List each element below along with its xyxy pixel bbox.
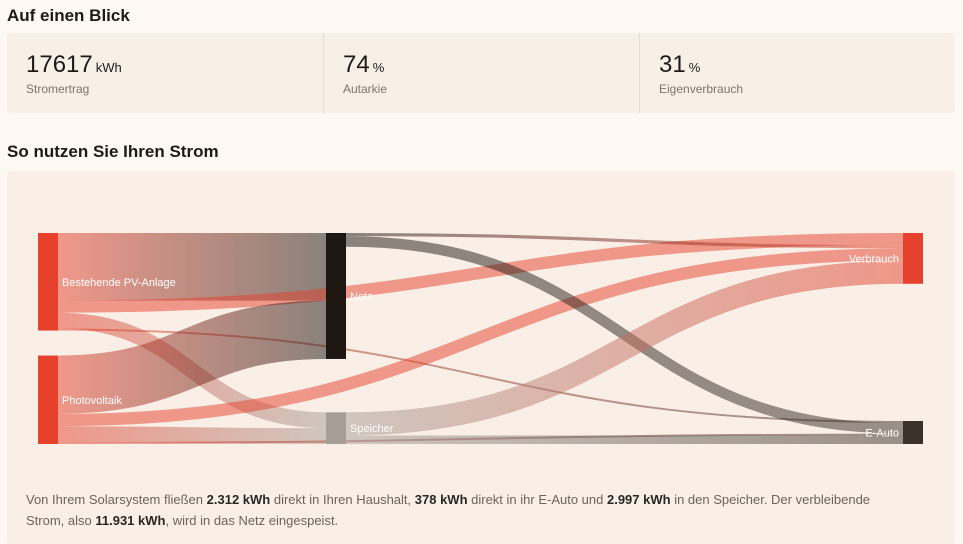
kpi-card: 17617 kWh Stromertrag 74% Autarkie 31% Ei…	[7, 33, 955, 113]
sankey-node-label: Netz	[350, 291, 373, 303]
kpi-label: Autarkie	[343, 82, 388, 96]
sankey-nodes: Bestehende PV-Anlage Photovoltaik Netz Spei…	[38, 233, 923, 444]
sankey-node-speicher	[326, 412, 346, 444]
sankey-node-netz	[326, 233, 346, 359]
kpi-unit: %	[372, 60, 385, 75]
summary-value: 2.312 kWh	[206, 492, 271, 507]
kpi-eigenverbrauch: 31% Eigenverbrauch	[639, 33, 956, 113]
summary-text: Von Ihrem Solarsystem fließen 2.312 kWh …	[26, 492, 871, 528]
sankey-node-label: Photovoltaik	[62, 395, 122, 407]
sankey-node-label: Verbrauch	[849, 253, 899, 265]
sankey-link-pv-verbrauch	[57, 248, 904, 427]
overview-title: Auf einen Blick	[7, 6, 130, 25]
sankey-link-speicher-verbrauch	[345, 260, 904, 436]
sankey-links	[57, 232, 904, 445]
summary-value: 2.997 kWh	[606, 492, 671, 507]
kpi-stromertrag: 17617 kWh Stromertrag	[7, 33, 323, 113]
sankey-link-pv-speicher	[57, 426, 327, 444]
kpi-value: 74	[343, 51, 370, 78]
usage-title: So nutzen Sie Ihren Strom	[7, 142, 219, 161]
sankey-card: Bestehende PV-Anlage Photovoltaik Netz Spei…	[7, 171, 955, 544]
sankey-node-label: E-Auto	[865, 428, 899, 440]
kpi-unit: %	[688, 60, 701, 75]
sankey-node-label: Speicher	[350, 423, 394, 435]
summary-value: 378 kWh	[414, 492, 468, 507]
sankey-link-pv-netz	[57, 300, 327, 414]
kpi-label: Stromertrag	[26, 82, 90, 96]
sankey-node-eauto	[903, 421, 923, 444]
kpi-unit: kWh	[95, 60, 122, 75]
kpi-label: Eigenverbrauch	[659, 82, 744, 96]
sankey-node-pv	[38, 355, 58, 444]
kpi-value: 17617	[26, 51, 93, 78]
sankey-node-label: Bestehende PV-Anlage	[62, 277, 176, 289]
sankey-link-netz-verbrauch	[345, 232, 904, 249]
summary-value: 11.931 kWh	[95, 513, 166, 528]
sankey-node-verbrauch	[903, 233, 923, 284]
sankey-link-pv_alt-verbrauch	[57, 233, 904, 313]
kpi-autarkie: 74% Autarkie	[323, 33, 640, 113]
sankey-node-pv_alt	[38, 233, 58, 331]
sankey-chart: Bestehende PV-Anlage Photovoltaik Netz Spei…	[38, 232, 923, 445]
kpi-value: 31	[659, 51, 686, 78]
